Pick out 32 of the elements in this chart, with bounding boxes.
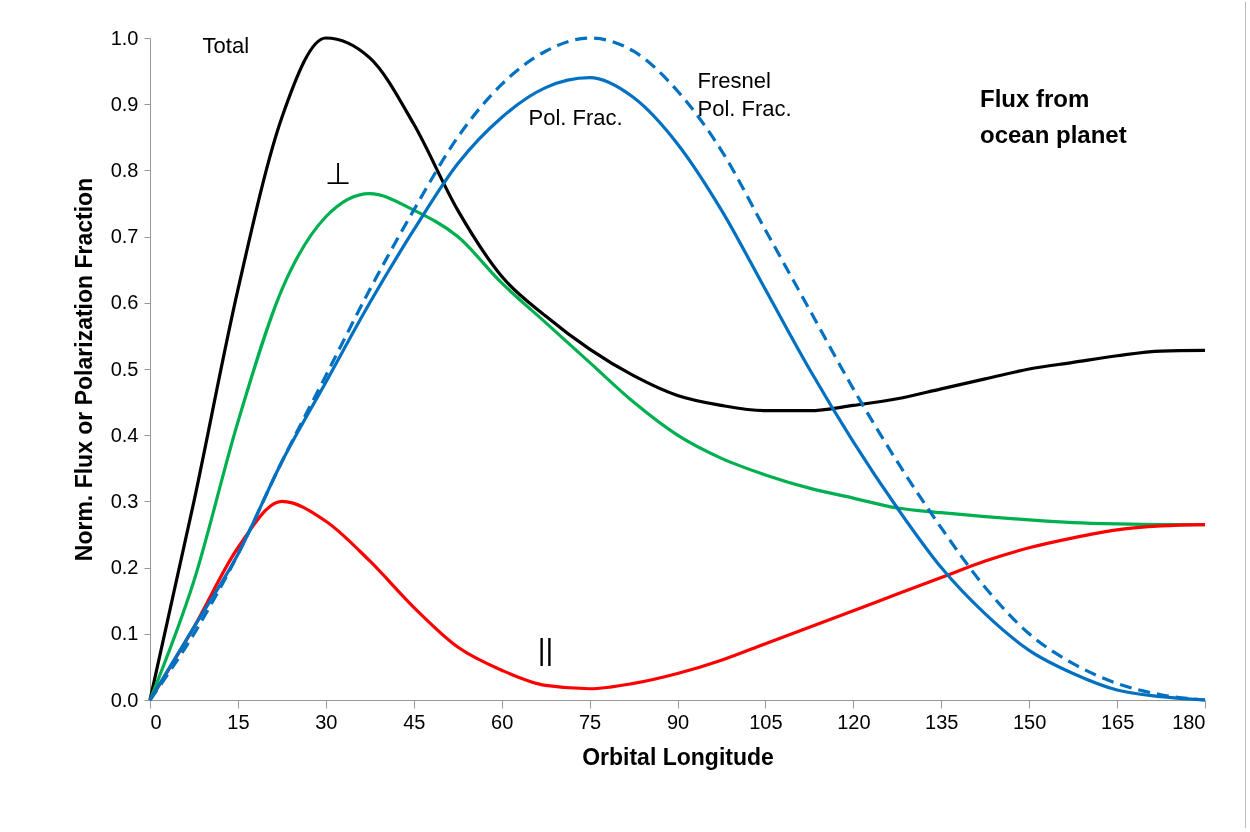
y-tick-label: 1.0 — [110, 26, 139, 49]
x-tick-label: 120 — [837, 710, 871, 733]
x-tick-label: 30 — [315, 710, 338, 733]
x-tick-label: 15 — [227, 710, 250, 733]
series-label: Fresnel Pol. Frac. — [697, 67, 792, 121]
y-tick-label: 0.7 — [110, 225, 139, 248]
x-tick-label: 105 — [749, 710, 783, 733]
text: Total — [202, 33, 250, 58]
y-tick-label: 0.2 — [110, 556, 139, 579]
x-tick-label: 135 — [925, 710, 959, 733]
y-tick-label: 0.4 — [110, 423, 139, 446]
y-tick-label: 0.1 — [110, 622, 139, 645]
y-tick-label: 0.0 — [110, 688, 139, 711]
x-tick-label: 90 — [666, 710, 690, 733]
x-tick-label: 165 — [1100, 710, 1135, 733]
text: Flux from ocean planet — [980, 85, 1127, 148]
y-axis-title: Norm. Flux or Polarization Fraction — [70, 177, 97, 562]
x-tick-label: 60 — [491, 710, 514, 733]
series-label: ⊥ — [324, 156, 351, 190]
y-tick-label: 0.9 — [110, 92, 139, 115]
x-tick-label: 180 — [1172, 710, 1206, 733]
y-tick-label: 0.3 — [110, 489, 139, 512]
x-tick-label: 75 — [578, 710, 602, 733]
y-tick-label: 0.6 — [110, 291, 139, 314]
x-tick-label: 0 — [150, 710, 162, 733]
y-tick-label: 0.8 — [110, 158, 139, 181]
x-tick-label: 45 — [403, 710, 426, 733]
series-label: || — [537, 633, 554, 667]
series-label: Pol. Frac. — [528, 104, 623, 130]
x-axis-title: Orbital Longitude — [582, 743, 774, 770]
x-tick-label: 150 — [1012, 710, 1047, 733]
y-tick-label: 0.5 — [110, 357, 139, 380]
